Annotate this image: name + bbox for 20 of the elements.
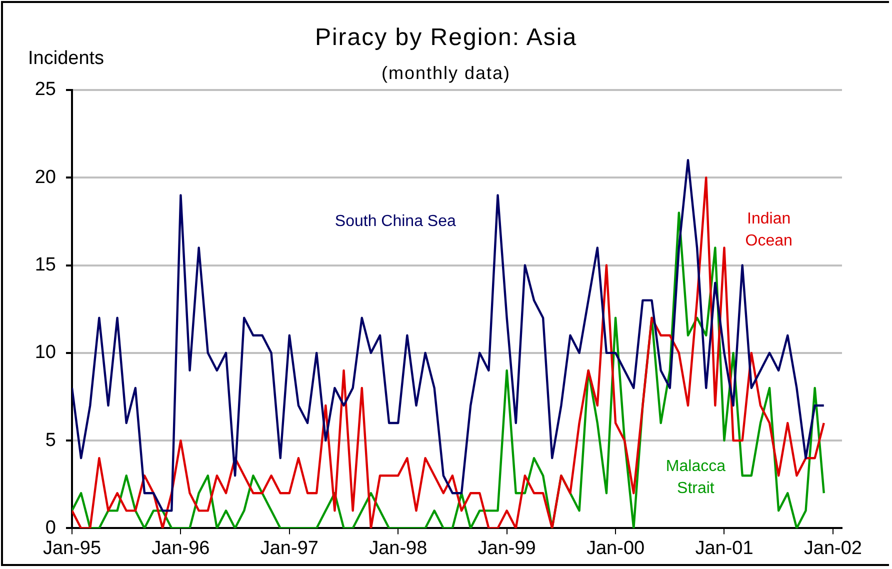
text: South China Sea	[334, 212, 456, 230]
x-tick-label: Jan-96	[152, 538, 210, 559]
x-tick-label: Jan-97	[260, 538, 318, 559]
series-label: Indian Ocean	[745, 210, 792, 250]
y-tick-label: 25	[34, 79, 56, 100]
series-label: Malacca Strait	[666, 458, 726, 498]
x-tick-label: Jan-98	[369, 538, 428, 559]
y-axis-title: Incidents	[28, 48, 104, 70]
chart-title: Piracy by Region: Asia	[314, 24, 578, 51]
y-tick-label: 10	[34, 342, 56, 364]
x-tick-label: Jan-95	[42, 538, 102, 559]
x-tick-label: Jan-99	[478, 538, 536, 559]
x-tick-label: Jan-01	[695, 538, 754, 559]
x-tick-label: Jan-00	[586, 538, 645, 559]
x-tick-label: Jan-02	[804, 538, 862, 559]
y-tick-label: 5	[45, 430, 56, 451]
y-tick-label: 20	[34, 166, 56, 188]
y-tick-label: 15	[34, 254, 56, 276]
chart-subtitle: (monthly data)	[381, 63, 511, 83]
y-tick-label: 0	[45, 517, 56, 538]
